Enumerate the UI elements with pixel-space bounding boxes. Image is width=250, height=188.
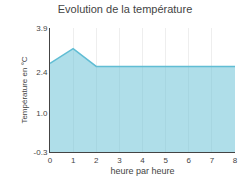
svg-text:3.9: 3.9: [36, 24, 48, 33]
svg-text:1.0: 1.0: [36, 109, 48, 118]
svg-text:Température en °C: Température en °C: [20, 56, 29, 123]
svg-text:4: 4: [140, 156, 145, 165]
svg-text:6: 6: [187, 156, 192, 165]
svg-text:8: 8: [233, 156, 238, 165]
svg-text:0: 0: [48, 156, 53, 165]
svg-text:7: 7: [210, 156, 215, 165]
svg-text:2: 2: [94, 156, 99, 165]
svg-text:heure par heure: heure par heure: [110, 166, 174, 176]
svg-text:2.4: 2.4: [36, 68, 48, 77]
svg-text:-0.3: -0.3: [34, 148, 48, 157]
svg-text:1: 1: [71, 156, 76, 165]
svg-text:5: 5: [163, 156, 168, 165]
svg-text:3: 3: [117, 156, 122, 165]
svg-text:Evolution de la température: Evolution de la température: [58, 3, 193, 15]
